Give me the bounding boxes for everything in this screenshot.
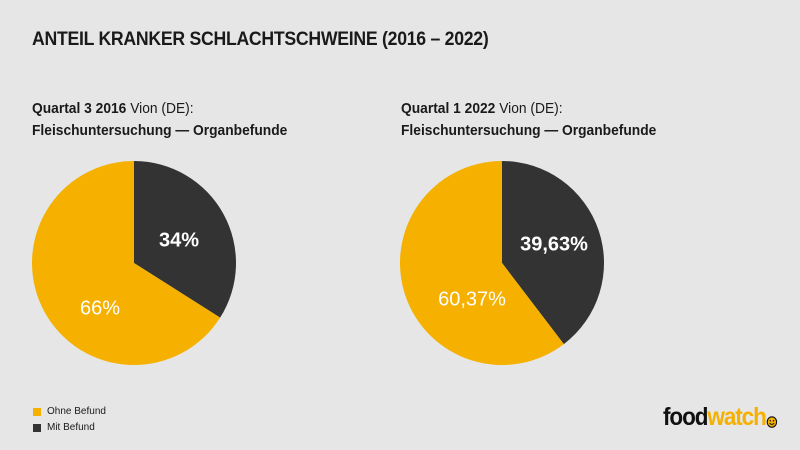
pie-2-label-ohne-befund: 60,37%	[438, 288, 506, 310]
pie-1-label-ohne-befund: 66%	[80, 297, 120, 319]
logo-text-watch: watch	[707, 403, 766, 431]
chart-title: ANTEIL KRANKER SCHLACHTSCHWEINE (2016 – …	[32, 29, 489, 50]
pie-1-title: Quartal 3 2016	[32, 100, 127, 117]
pie-2-label-mit-befund: 39,63%	[520, 233, 588, 255]
legend: Ohne Befund Mit Befund	[33, 404, 106, 436]
pie-2-title: Quartal 1 2022	[401, 100, 496, 117]
pie-1-heading: Quartal 3 2016 Vion (DE): Fleischuntersu…	[32, 98, 287, 142]
legend-label-mit-befund: Mit Befund	[47, 422, 95, 433]
legend-item-mit-befund: Mit Befund	[33, 420, 106, 436]
legend-label-ohne-befund: Ohne Befund	[47, 406, 106, 417]
legend-swatch-ohne-befund	[33, 408, 41, 416]
pie-1-label-mit-befund: 34%	[159, 229, 199, 251]
pie-1-slice-mit-befund	[134, 161, 236, 318]
pie-1-slice-ohne-befund	[31, 161, 221, 366]
pie-1-title-suffix: Vion (DE):	[126, 100, 194, 117]
pie-2-title-suffix: Vion (DE):	[495, 100, 563, 117]
foodwatch-logo: foodwatch	[663, 402, 778, 435]
pie-2-subtitle: Fleischuntersuchung — Organbefunde	[401, 122, 657, 139]
logo-text-food: food	[663, 403, 708, 431]
smile-icon	[766, 405, 778, 435]
legend-item-ohne-befund: Ohne Befund	[33, 404, 106, 420]
pie-2-heading: Quartal 1 2022 Vion (DE): Fleischuntersu…	[401, 98, 656, 142]
legend-swatch-mit-befund	[33, 424, 41, 432]
pie-2-slice-ohne-befund	[400, 161, 564, 365]
pie-2-slice-mit-befund	[502, 161, 605, 345]
pie-1-subtitle: Fleischuntersuchung — Organbefunde	[32, 122, 288, 139]
